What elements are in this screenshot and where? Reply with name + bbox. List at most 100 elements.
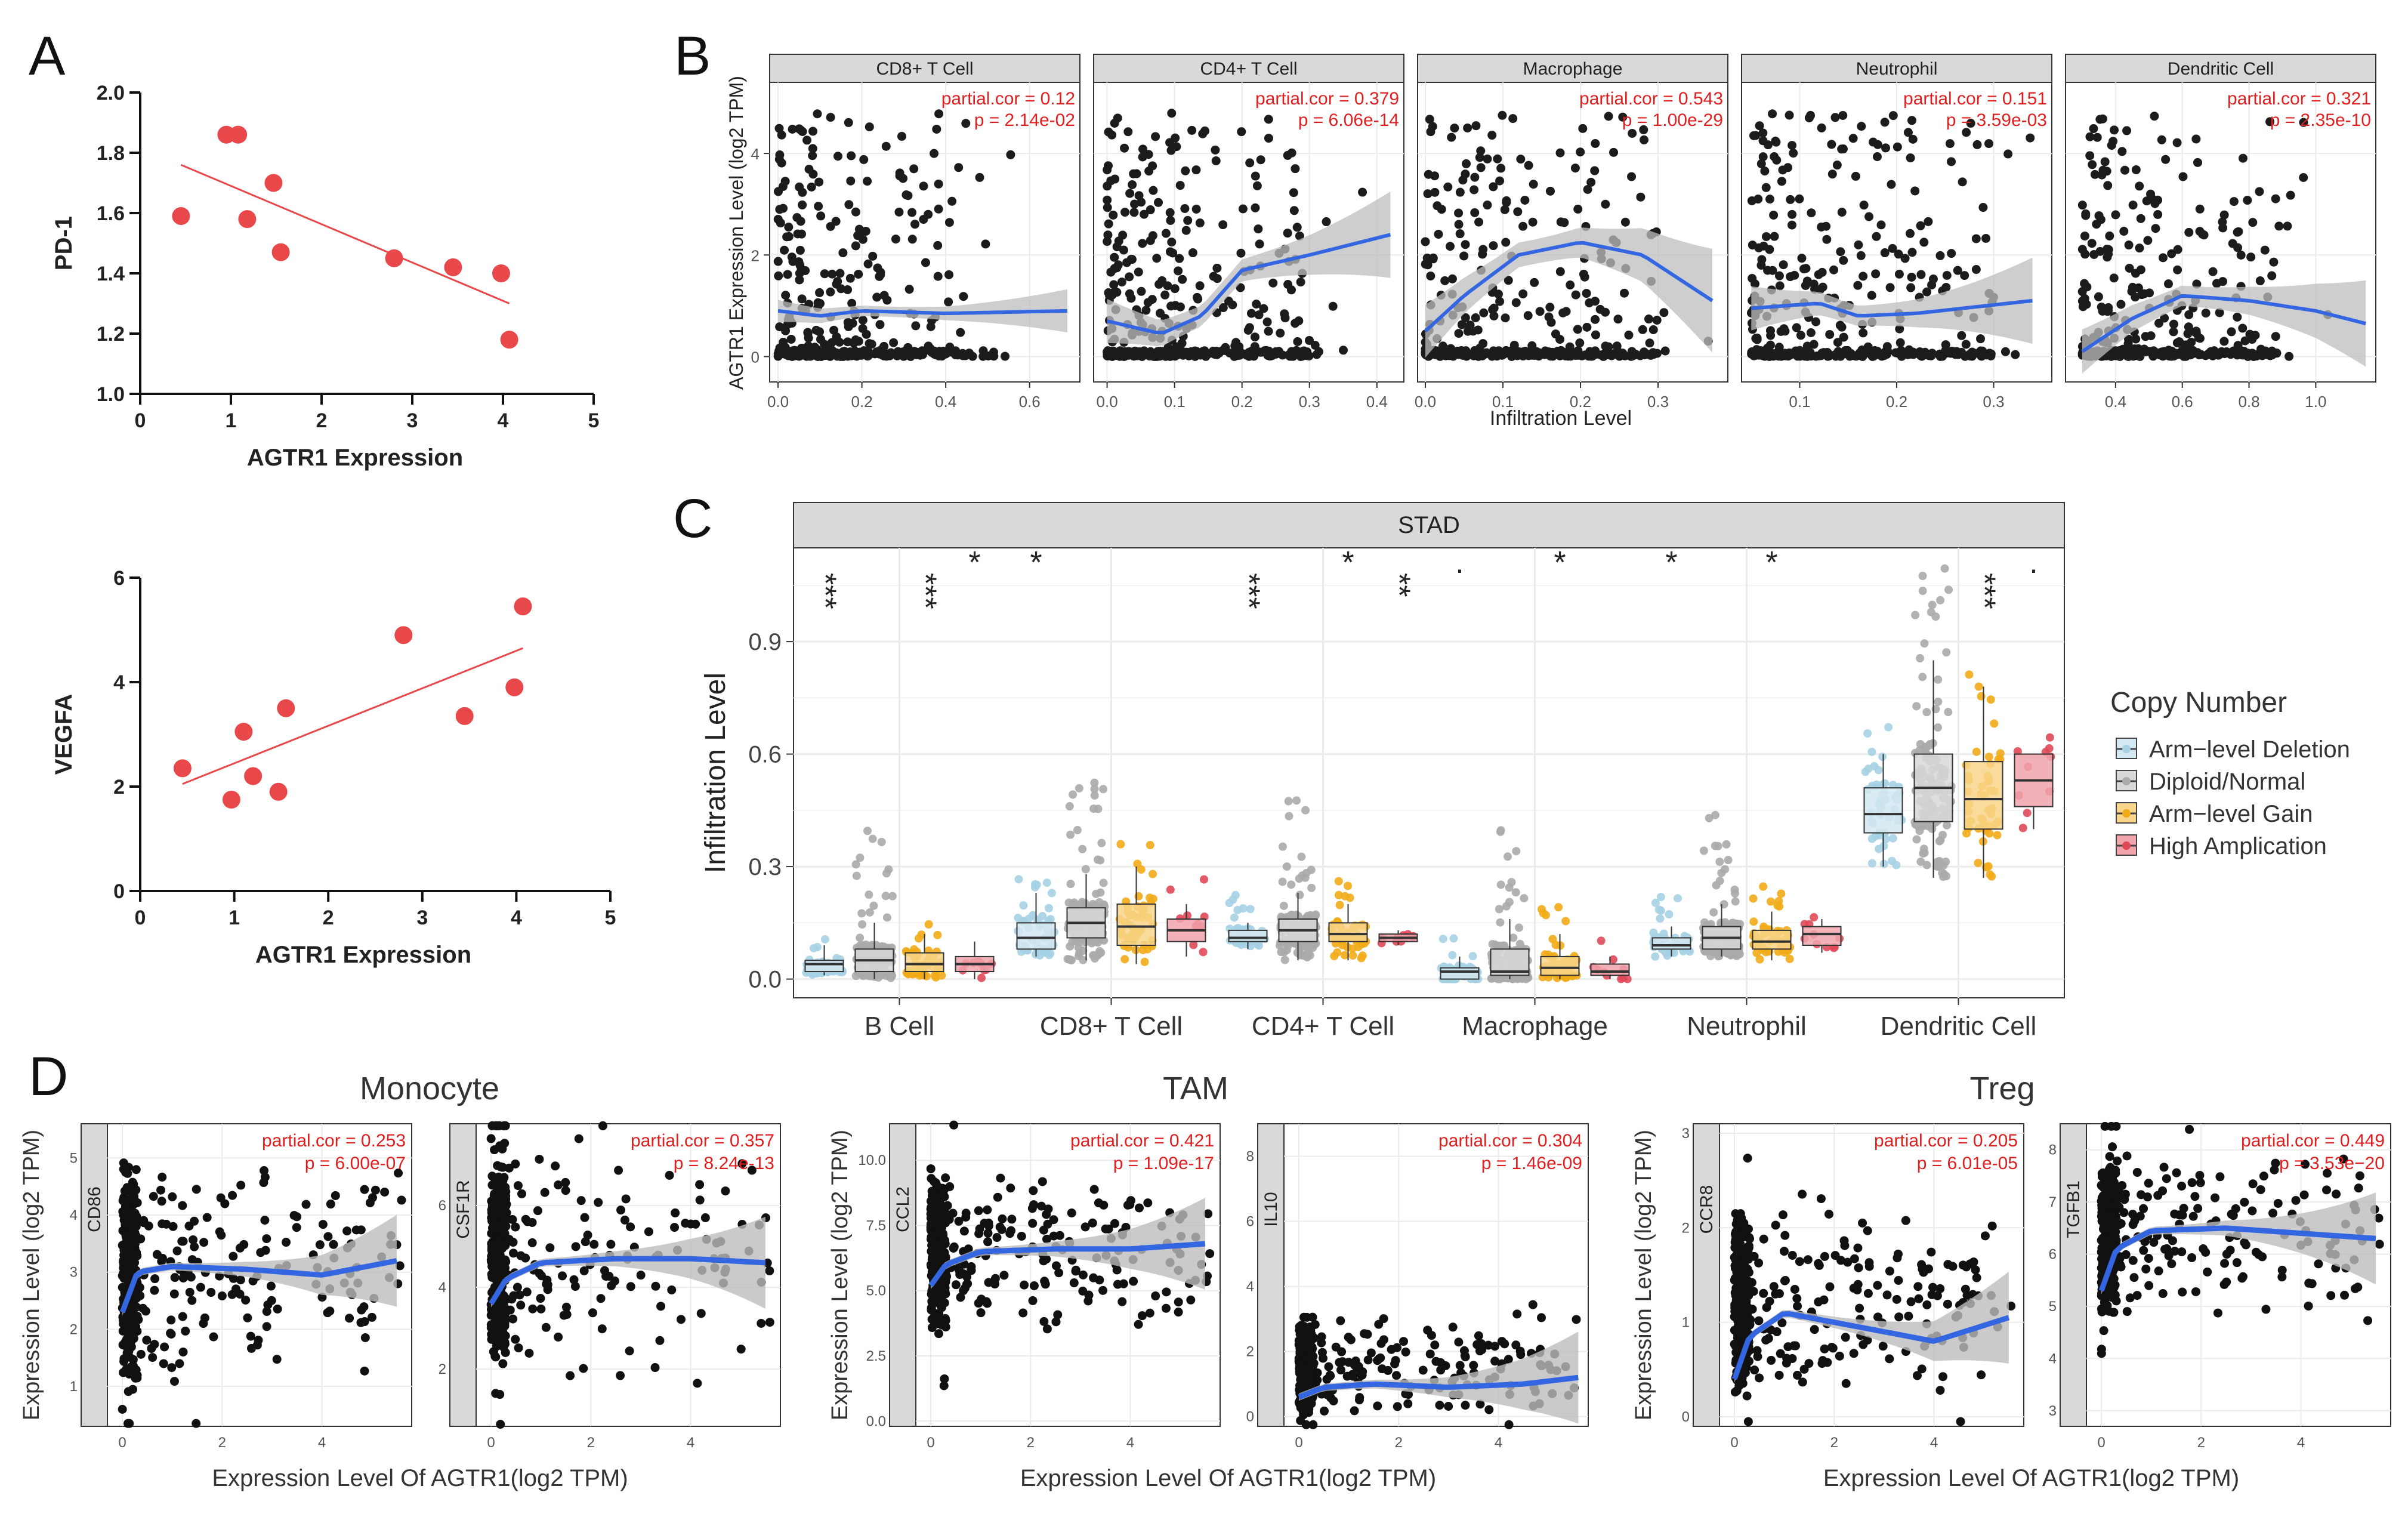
jitter-point — [2023, 809, 2032, 818]
data-point — [845, 273, 855, 283]
data-point — [846, 176, 856, 186]
data-point — [130, 1208, 140, 1218]
data-point — [1895, 338, 1905, 347]
jitter-point — [1520, 894, 1529, 903]
data-point — [665, 1170, 674, 1180]
data-point — [1916, 221, 1925, 230]
data-point — [1450, 124, 1459, 133]
data-point — [1175, 181, 1185, 190]
data-point — [499, 1257, 508, 1267]
y-tick-label: 2 — [439, 1361, 446, 1377]
data-point — [2094, 211, 2104, 220]
data-point — [2110, 125, 2119, 135]
data-point — [1639, 347, 1648, 357]
data-point — [1763, 266, 1773, 275]
data-point — [501, 1314, 511, 1324]
confidence-band — [1425, 227, 1712, 358]
data-point — [1851, 171, 1860, 181]
data-point — [838, 248, 848, 258]
data-point — [1924, 217, 1933, 226]
jitter-point — [1922, 861, 1931, 870]
data-point — [490, 1145, 499, 1155]
data-point — [797, 294, 807, 304]
significance-marker: *** — [808, 573, 842, 609]
jitter-point — [1759, 882, 1768, 891]
data-point — [1900, 254, 1910, 263]
data-point — [1580, 272, 1589, 282]
data-point — [1283, 150, 1292, 160]
data-point — [2142, 196, 2151, 206]
jitter-point — [1239, 904, 1248, 913]
data-point — [1888, 243, 1897, 253]
data-point — [1942, 271, 1952, 280]
jitter-point — [888, 892, 897, 901]
facet-title: Macrophage — [1523, 59, 1623, 79]
y-tick-label: 6 — [439, 1198, 446, 1214]
y-tick-label: 6 — [113, 567, 125, 590]
data-point — [1221, 343, 1230, 352]
data-point — [2087, 239, 2097, 248]
data-point — [1211, 156, 1221, 165]
jitter-point — [1928, 822, 1937, 831]
data-point — [1493, 154, 1502, 164]
jitter-point — [1069, 790, 1078, 799]
data-point — [1126, 348, 1136, 357]
data-point — [795, 260, 805, 270]
data-point — [1765, 195, 1775, 204]
legend-swatch-dot — [2122, 745, 2131, 753]
data-point — [528, 1304, 538, 1314]
x-axis-label: AGTR1 Expression — [247, 445, 463, 471]
data-point — [131, 1165, 141, 1174]
data-point — [1796, 331, 1805, 340]
data-point — [2149, 348, 2159, 357]
significance-marker: *** — [1967, 573, 2002, 609]
data-point — [1495, 176, 1505, 186]
x-axis-label: Expression Level Of AGTR1(log2 TPM) — [212, 1465, 628, 1491]
data-point — [816, 211, 826, 221]
data-point — [1495, 297, 1505, 306]
data-point — [1163, 281, 1172, 291]
x-tick-label: 0 — [135, 409, 146, 432]
data-point — [1421, 237, 1430, 246]
data-point — [1748, 273, 1757, 283]
data-point — [1565, 342, 1575, 352]
data-point — [128, 1385, 137, 1394]
legend-label: High Amplication — [2149, 833, 2327, 859]
data-point — [1144, 167, 1154, 176]
data-point — [858, 235, 868, 244]
data-point — [934, 109, 944, 119]
data-point — [1455, 187, 1465, 197]
jitter-point — [1504, 852, 1512, 861]
data-point — [1113, 113, 1122, 123]
data-point — [2107, 352, 2116, 361]
data-point — [2111, 210, 2120, 220]
data-point — [671, 1208, 680, 1217]
data-point — [1181, 226, 1191, 235]
jitter-point — [922, 972, 931, 981]
data-point — [867, 340, 876, 349]
jitter-point — [1706, 951, 1715, 960]
data-point — [1857, 122, 1866, 131]
data-point — [1250, 332, 1259, 342]
data-point — [1822, 221, 1831, 231]
data-point — [1425, 115, 1434, 124]
data-point — [2208, 267, 2218, 276]
data-point — [721, 1186, 730, 1196]
jitter-point — [1715, 858, 1724, 867]
data-point — [847, 151, 856, 161]
jitter-point — [1246, 905, 1255, 914]
data-point — [1161, 229, 1171, 238]
data-point — [2191, 134, 2201, 144]
data-point — [513, 1282, 522, 1292]
jitter-point — [1031, 880, 1040, 889]
data-point — [511, 1334, 520, 1344]
jitter-point — [1341, 892, 1350, 901]
y-axis-label: AGTR1 Expression Level (log2 TPM) — [726, 76, 747, 390]
jitter-point — [1934, 697, 1943, 706]
y-tick-label: 2 — [751, 246, 760, 264]
data-point — [142, 1336, 152, 1345]
data-point — [813, 109, 822, 119]
category-label: B Cell — [865, 1012, 934, 1041]
data-point — [959, 292, 968, 301]
